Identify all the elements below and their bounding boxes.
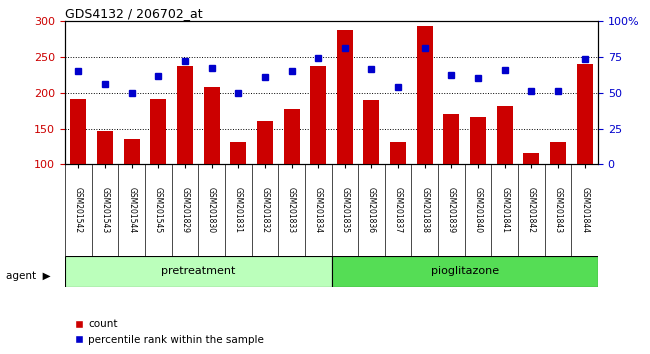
Text: GSM201833: GSM201833 xyxy=(287,187,296,233)
Text: GSM201837: GSM201837 xyxy=(394,187,402,233)
Bar xyxy=(310,66,326,164)
Bar xyxy=(230,142,246,164)
Bar xyxy=(443,114,460,164)
Text: GSM201839: GSM201839 xyxy=(447,187,456,233)
Text: GSM201543: GSM201543 xyxy=(101,187,109,233)
Text: agent  ▶: agent ▶ xyxy=(6,271,51,281)
FancyBboxPatch shape xyxy=(332,256,598,287)
Bar xyxy=(257,121,273,164)
Text: pioglitazone: pioglitazone xyxy=(431,266,499,276)
Bar xyxy=(203,87,220,164)
Bar xyxy=(337,30,353,164)
Bar xyxy=(70,98,86,164)
Text: GSM201542: GSM201542 xyxy=(74,187,83,233)
Text: GSM201842: GSM201842 xyxy=(527,187,536,233)
Text: GSM201545: GSM201545 xyxy=(154,187,162,233)
Text: GSM201838: GSM201838 xyxy=(421,187,429,233)
Bar xyxy=(363,100,380,164)
Text: GSM201829: GSM201829 xyxy=(181,187,189,233)
Text: GSM201831: GSM201831 xyxy=(234,187,242,233)
Text: GSM201830: GSM201830 xyxy=(207,187,216,233)
Bar xyxy=(283,109,300,164)
Text: pretreatment: pretreatment xyxy=(161,266,235,276)
Bar xyxy=(523,153,540,164)
Bar xyxy=(550,142,566,164)
Text: GDS4132 / 206702_at: GDS4132 / 206702_at xyxy=(65,7,203,20)
Text: GSM201843: GSM201843 xyxy=(554,187,562,233)
Legend: count, percentile rank within the sample: count, percentile rank within the sample xyxy=(70,315,268,349)
Text: GSM201840: GSM201840 xyxy=(474,187,482,233)
Bar xyxy=(150,98,166,164)
Bar xyxy=(577,64,593,164)
Text: GSM201834: GSM201834 xyxy=(314,187,322,233)
Text: GSM201544: GSM201544 xyxy=(127,187,136,233)
Bar xyxy=(97,131,113,164)
Bar xyxy=(497,107,513,164)
Bar xyxy=(177,66,193,164)
Text: GSM201832: GSM201832 xyxy=(261,187,269,233)
Text: GSM201841: GSM201841 xyxy=(500,187,509,233)
Text: GSM201836: GSM201836 xyxy=(367,187,376,233)
Bar xyxy=(390,142,406,164)
Text: GSM201835: GSM201835 xyxy=(341,187,349,233)
Bar xyxy=(417,25,433,164)
FancyBboxPatch shape xyxy=(65,256,332,287)
Text: GSM201844: GSM201844 xyxy=(580,187,589,233)
Bar xyxy=(470,117,486,164)
Bar xyxy=(124,139,140,164)
